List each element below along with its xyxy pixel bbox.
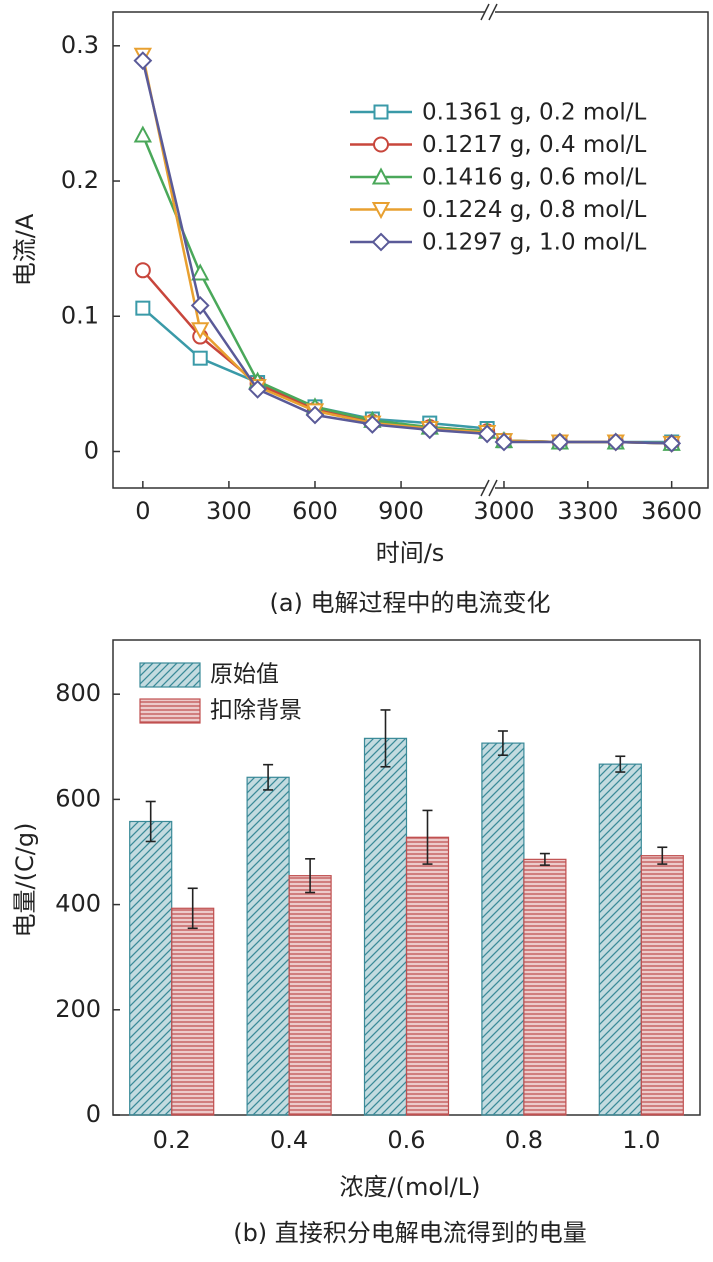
marker [606,432,626,452]
legend-label: 0.1416 g, 0.6 mol/L [422,165,647,191]
x-tick-label: 0.8 [505,1126,543,1154]
x-axis-label: 浓度/(mol/L) [340,1173,481,1201]
series-line [504,440,672,445]
x-tick-label: 3000 [473,497,534,525]
error-bar [187,887,198,930]
axis-break-mark [488,3,498,21]
error-bar [263,763,274,791]
bar [405,836,450,1116]
legend-swatch [139,698,201,724]
marker [662,433,682,453]
error-bar [145,800,156,843]
legend-marker [371,232,391,252]
error-bar [539,852,550,866]
error-bar [380,709,391,768]
marker [362,415,382,434]
y-tick-label: 400 [55,890,101,918]
caption: (a) 电解过程中的电流变化 [269,589,550,617]
bar [481,742,525,1116]
error-bar [305,858,316,894]
x-tick-label: 0.6 [387,1126,425,1154]
legend-swatch [139,662,201,688]
y-tick-label: 200 [55,995,101,1023]
x-axis-label: 时间/s [376,539,445,567]
bar [129,820,173,1116]
x-tick-label: 600 [292,497,338,525]
y-axis-label: 电量/(C/g) [11,823,39,938]
marker [494,432,514,452]
bar [288,875,332,1116]
legend-marker [373,136,389,153]
marker [420,420,440,440]
legend-marker [373,104,389,120]
y-tick-label: 0 [86,1100,101,1128]
marker [191,322,210,340]
legend-label: 0.1217 g, 0.4 mol/L [422,132,647,158]
marker [135,300,151,316]
marker [550,432,570,452]
marker [133,125,153,143]
marker [477,424,497,444]
marker [134,262,151,279]
marker [133,51,153,71]
legend-label: 扣除背景 [210,698,302,724]
error-bar [497,730,508,756]
marker [191,263,210,281]
bar [598,763,642,1116]
x-tick-label: 3600 [641,497,702,525]
error-bar [615,755,626,773]
marker [248,379,268,399]
legend-label: 0.1361 g, 0.2 mol/L [422,100,647,126]
axis-break-gap [485,9,495,15]
x-tick-label: 0.2 [153,1126,191,1154]
bar [640,855,684,1116]
legend-marker [371,167,391,185]
x-tick-label: 3300 [557,497,618,525]
y-axis-label: 电流/A [11,213,39,286]
axis-break-mark [480,3,490,21]
marker [305,405,325,425]
x-tick-label: 1.0 [622,1126,660,1154]
error-bar [657,846,668,865]
legend-label: 0.1297 g, 1.0 mol/L [422,230,647,256]
legend-marker [371,202,391,220]
marker [190,296,210,315]
x-tick-label: 300 [206,497,252,525]
marker [192,350,208,366]
x-tick-label: 0 [135,497,150,525]
axis-break-mark [488,479,498,497]
y-tick-label: 0.3 [61,31,99,59]
y-tick-label: 0.1 [61,301,99,329]
caption: (b) 直接积分电解电流得到的电量 [233,1219,587,1247]
bar [171,907,215,1116]
y-tick-label: 0 [84,436,99,464]
plot-frame [112,11,709,489]
axis-break-gap [485,485,495,491]
y-tick-label: 0.2 [61,166,99,194]
error-bar [422,809,433,865]
bar [363,737,408,1116]
bar [523,858,567,1116]
bar [246,776,290,1116]
legend-label: 0.1224 g, 0.8 mol/L [422,197,647,223]
y-tick-label: 600 [55,784,101,812]
legend-label: 原始值 [210,662,279,688]
axis-break-mark [480,479,490,497]
x-tick-label: 900 [378,497,424,525]
y-tick-label: 800 [55,679,101,707]
x-tick-label: 0.4 [270,1126,308,1154]
